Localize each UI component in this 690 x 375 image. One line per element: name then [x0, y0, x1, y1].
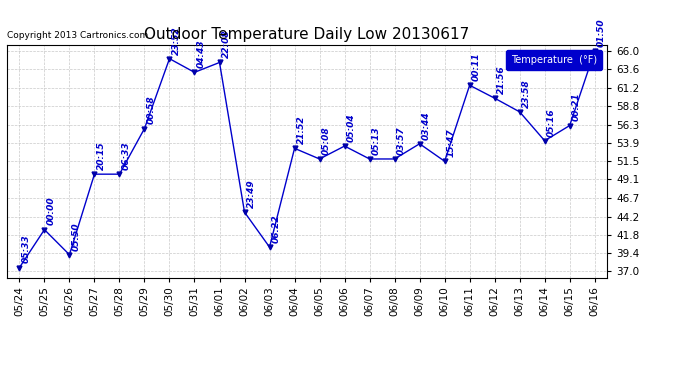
- Text: 00:11: 00:11: [472, 53, 481, 81]
- Text: 00:00: 00:00: [47, 197, 56, 225]
- Text: 05:08: 05:08: [322, 126, 331, 155]
- Text: 00:21: 00:21: [572, 93, 581, 122]
- Text: 03:57: 03:57: [397, 126, 406, 155]
- Text: 06:33: 06:33: [122, 141, 131, 170]
- Text: 04:43: 04:43: [197, 39, 206, 68]
- Text: 21:56: 21:56: [497, 65, 506, 94]
- Text: 21:52: 21:52: [297, 116, 306, 144]
- Text: 15:47: 15:47: [447, 129, 456, 157]
- Text: 20:15: 20:15: [97, 141, 106, 170]
- Text: 05:50: 05:50: [72, 222, 81, 251]
- Legend: Temperature  (°F): Temperature (°F): [506, 50, 602, 70]
- Text: 06:22: 06:22: [272, 214, 281, 243]
- Text: 22:08: 22:08: [222, 30, 231, 58]
- Text: 01:50: 01:50: [597, 18, 606, 47]
- Text: 05:04: 05:04: [347, 113, 356, 142]
- Text: 05:13: 05:13: [372, 126, 381, 155]
- Text: 23:58: 23:58: [522, 79, 531, 108]
- Text: 05:16: 05:16: [547, 108, 556, 136]
- Text: 00:58: 00:58: [147, 96, 156, 124]
- Text: 05:33: 05:33: [22, 235, 31, 264]
- Text: Copyright 2013 Cartronics.com: Copyright 2013 Cartronics.com: [7, 32, 148, 40]
- Text: 23:52: 23:52: [172, 26, 181, 54]
- Text: 23:49: 23:49: [247, 179, 256, 208]
- Text: 03:44: 03:44: [422, 111, 431, 140]
- Title: Outdoor Temperature Daily Low 20130617: Outdoor Temperature Daily Low 20130617: [144, 27, 470, 42]
